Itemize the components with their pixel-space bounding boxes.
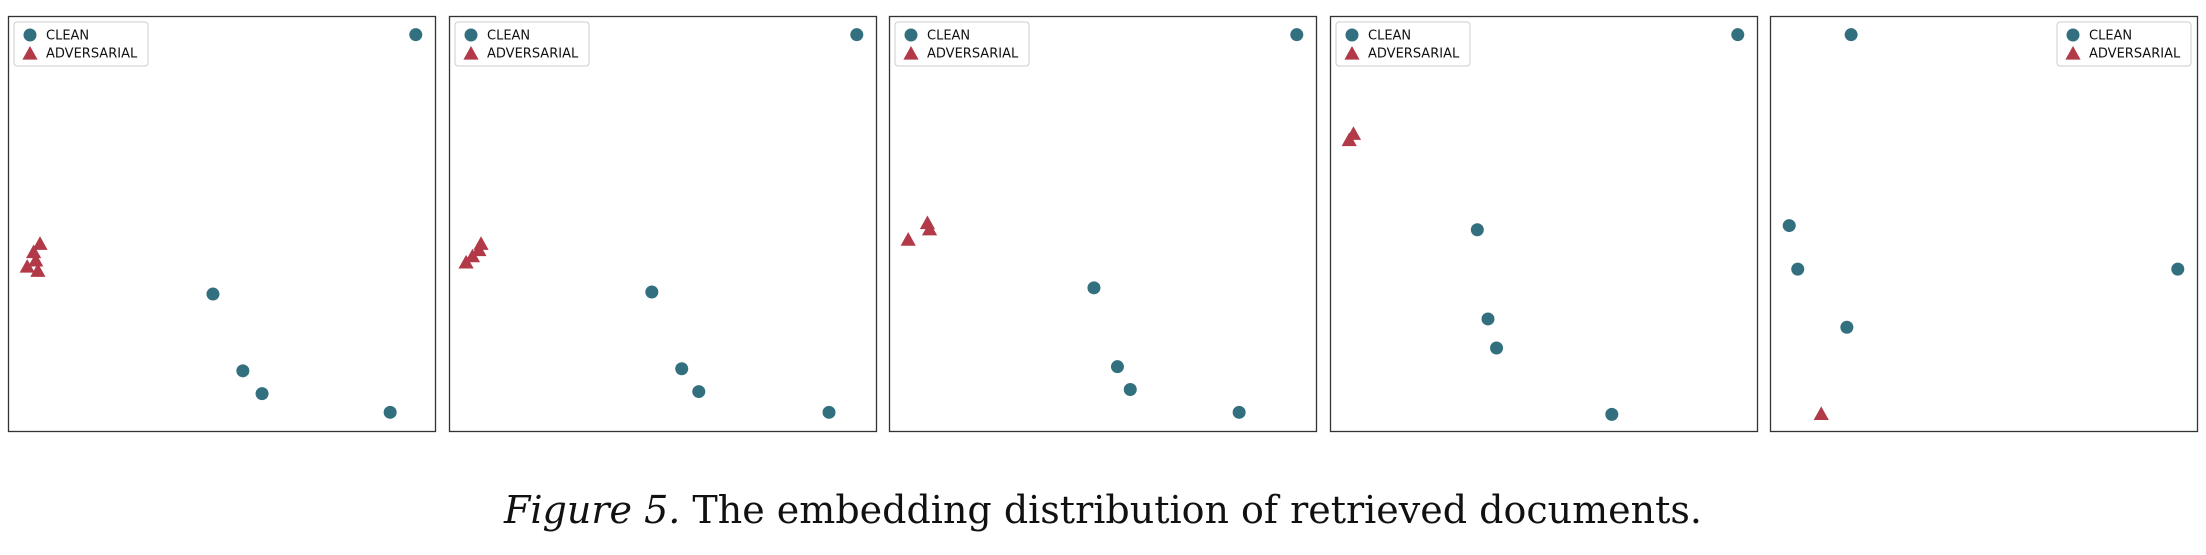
clean-point-1 [1844,28,1858,42]
clean-point-5 [1232,405,1246,419]
adversarial-point-3 [921,221,938,236]
plot-frame [448,15,878,433]
clean-point-5 [1605,407,1619,421]
adversarial-point-1 [900,232,916,246]
clean-point-4 [1490,341,1504,355]
clean-point-2 [645,285,659,299]
panel-2: CLEAN ADVERSARIAL [448,15,878,433]
caption-label: Figure 5. [504,488,681,532]
legend-box [1335,21,1471,67]
panel-4: CLEAN ADVERSARIAL [1329,15,1759,433]
clean-point-2 [206,287,220,301]
legend-box [13,21,149,67]
legend-label: ADVERSARIAL [46,47,138,62]
clean-point-3 [1481,312,1495,326]
legend-label: CLEAN [2089,29,2132,44]
clean-point-4 [1123,383,1137,396]
legend: CLEAN ADVERSARIAL [454,21,590,67]
clean-point-1 [850,28,864,42]
legend-box [454,21,590,67]
clean-point-5 [822,405,836,419]
clean-point-3 [675,362,689,376]
figure-caption: Figure 5. The embedding distribution of … [0,488,2206,532]
legend-label: CLEAN [1368,29,1411,44]
legend: CLEAN ADVERSARIAL [1335,21,1471,67]
adversarial-point-1 [1813,406,1829,420]
plot-frame [888,15,1318,433]
legend: CLEAN ADVERSARIAL [894,21,1030,67]
panel-3: CLEAN ADVERSARIAL [888,15,1318,433]
legend-marker-clean [904,28,918,42]
legend-label: CLEAN [46,29,89,44]
adversarial-point-4 [26,244,42,259]
clean-point-5 [383,405,397,419]
clean-point-2 [1782,219,1796,233]
legend: CLEAN ADVERSARIAL [2056,21,2192,67]
clean-point-3 [236,364,250,378]
legend-marker-clean [2066,28,2080,42]
legend-marker-adversarial [1344,46,1360,60]
legend-marker-adversarial [463,46,479,60]
adversarial-point-2 [1345,126,1362,140]
legend-label: CLEAN [927,29,970,44]
caption-text: The embedding distribution of retrieved … [692,488,1702,532]
legend-box [2056,21,2192,67]
legend-box [894,21,1030,67]
legend-marker-clean [23,28,37,42]
legend-label: ADVERSARIAL [2089,47,2181,62]
clean-point-4 [692,385,706,399]
clean-point-1 [1731,28,1745,42]
clean-point-5 [1840,320,1854,334]
clean-point-3 [1791,262,1805,276]
adversarial-point-3 [28,252,44,267]
legend-marker-clean [1345,28,1359,42]
legend: CLEAN ADVERSARIAL [13,21,149,67]
panel-5: CLEAN ADVERSARIAL [1769,15,2199,433]
legend-marker-clean [464,28,478,42]
legend-label: ADVERSARIAL [927,47,1019,62]
adversarial-point-5 [32,236,48,250]
plot-frame [7,15,437,433]
adversarial-point-1 [19,259,35,273]
legend-label: ADVERSARIAL [487,47,579,62]
panel-1: CLEAN ADVERSARIAL [7,15,437,433]
legend-marker-adversarial [22,46,38,60]
clean-point-1 [1290,28,1304,42]
legend-marker-adversarial [903,46,919,60]
adversarial-point-2 [30,263,46,277]
plot-frame [1769,15,2199,433]
legend-marker-adversarial [2065,46,2081,60]
clean-point-3 [1110,360,1124,374]
clean-point-1 [409,28,423,42]
clean-point-4 [2171,262,2185,276]
clean-point-4 [255,387,269,401]
adversarial-point-4 [473,236,489,250]
scatter-panels: CLEAN ADVERSARIAL CLEAN ADVERSARIAL CLEAN ADV… [7,15,2199,433]
clean-point-2 [1470,223,1484,237]
legend-label: ADVERSARIAL [1368,47,1460,62]
clean-point-2 [1087,281,1101,295]
plot-frame [1329,15,1759,433]
legend-label: CLEAN [487,29,530,44]
